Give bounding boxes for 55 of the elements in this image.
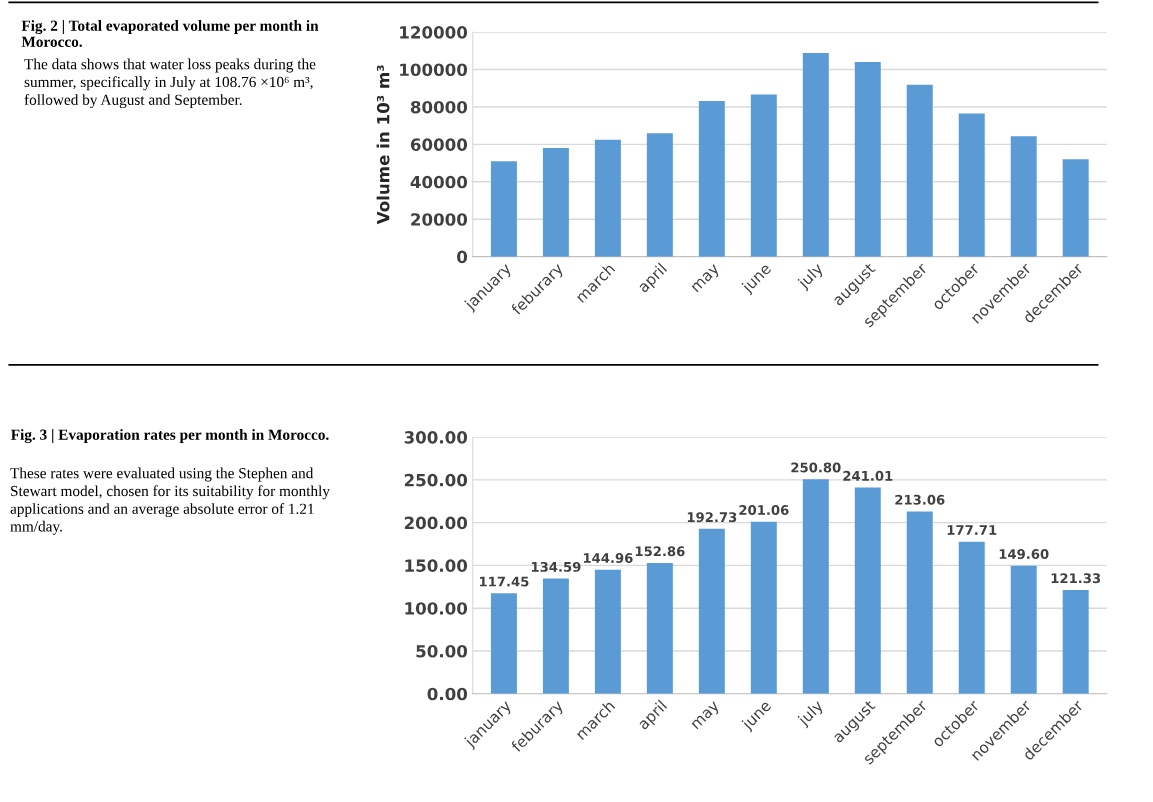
y-axis-title: Volume in 10³ m³ — [376, 65, 390, 225]
data-label: 149.60 — [999, 549, 1049, 560]
y-tick-label: 250.00 — [404, 473, 468, 487]
data-label: 177.71 — [947, 525, 997, 535]
bar — [698, 100, 725, 257]
y-tick-label: 40000 — [410, 175, 468, 189]
data-label: 152.86 — [635, 546, 685, 557]
bar — [906, 84, 933, 257]
bar — [594, 139, 621, 257]
y-tick-label: 50.00 — [416, 644, 468, 658]
bar — [594, 569, 621, 694]
y-tick-label: 60000 — [410, 138, 468, 151]
data-label: 213.06 — [895, 494, 945, 505]
text: The data shows that water loss peaks during the summer, specifically in July at 108.76 ×10⁶ m³, followed by August and September. — [24, 58, 316, 109]
bar — [802, 53, 829, 257]
y-tick-label: 100.00 — [405, 602, 468, 615]
y-tick-label: 100000 — [400, 63, 468, 77]
bar — [802, 479, 829, 694]
y-tick-label: 200.00 — [404, 516, 468, 530]
data-label: 144.96 — [583, 553, 633, 563]
bar — [854, 62, 881, 257]
bar — [542, 148, 569, 257]
bar — [490, 161, 517, 257]
bar — [958, 541, 985, 694]
bar — [854, 487, 881, 694]
bar — [1062, 159, 1089, 257]
bar — [698, 528, 725, 694]
text: Fig. 2 | Total evaporated volume per month in Morocco. — [21, 20, 319, 47]
text: Fig. 3 | Evaporation rates per month in Morocco. — [11, 429, 329, 444]
bar — [906, 511, 933, 694]
y-tick-label: 80000 — [410, 100, 468, 114]
bar — [490, 593, 517, 694]
data-label: 241.01 — [843, 470, 893, 481]
data-label: 117.45 — [479, 576, 529, 587]
data-label: 250.80 — [791, 462, 841, 473]
data-label: 121.33 — [1051, 573, 1101, 584]
bar — [750, 94, 777, 257]
data-label: 201.06 — [739, 505, 789, 516]
bar — [646, 562, 673, 694]
bar — [646, 133, 673, 257]
bar — [1062, 589, 1089, 694]
bar — [1010, 136, 1037, 257]
y-tick-label: 300.00 — [404, 431, 468, 444]
bar — [958, 113, 985, 257]
y-tick-label: 20000 — [411, 213, 468, 226]
y-tick-label: 120000 — [400, 26, 468, 39]
bar — [750, 521, 777, 694]
bar — [542, 578, 569, 694]
y-tick-label: 0 — [457, 250, 468, 264]
data-label: 134.59 — [531, 561, 581, 572]
y-tick-label: 150.00 — [405, 559, 468, 572]
text: These rates were evaluated using the Stephen and Stewart model, chosen for its suitability for monthly applications and an average absolute error of 1.21 mm/day. — [10, 467, 330, 535]
data-label: 192.73 — [687, 512, 737, 523]
bar — [1010, 565, 1037, 694]
y-tick-label: 0.00 — [427, 687, 468, 701]
